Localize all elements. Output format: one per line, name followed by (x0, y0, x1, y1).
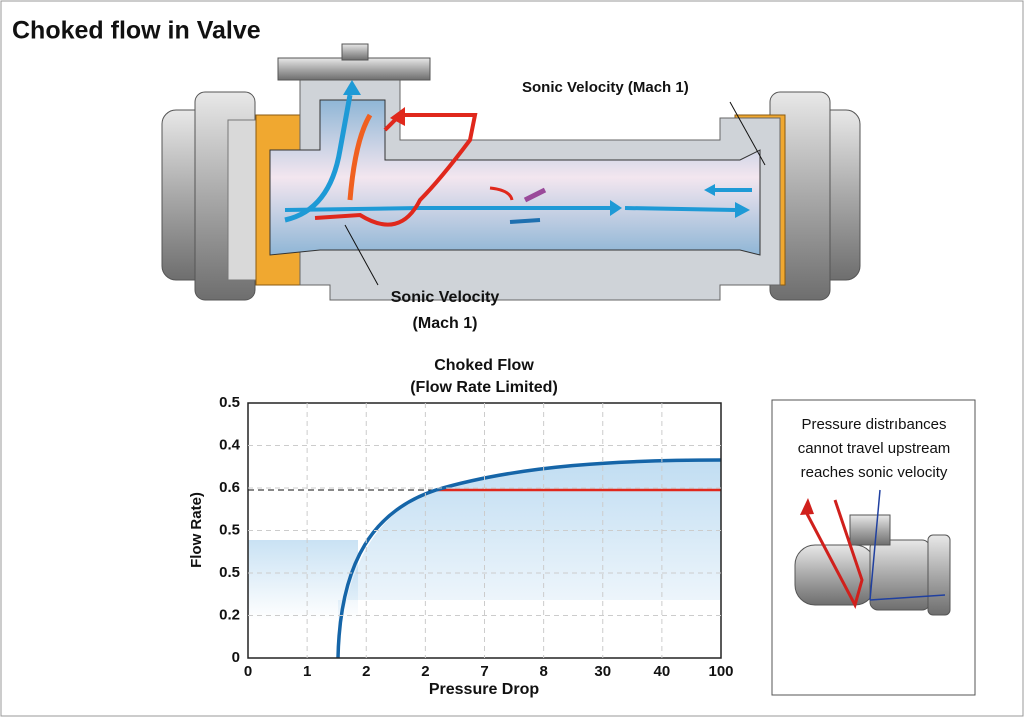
side-text: cannot travel upstream (798, 440, 951, 457)
annotation: Sonic Velocity (391, 289, 500, 306)
y-tick-label: 0.6 (219, 479, 240, 496)
y-tick-label: 0.2 (219, 606, 240, 623)
chart-title: (Flow Rate Limited) (410, 379, 558, 396)
x-tick-label: 40 (654, 663, 671, 680)
y-tick-label: 0.5 (219, 521, 240, 538)
side-text: Pressure distrıbances (801, 416, 946, 433)
side-text: reaches sonic velocity (801, 464, 948, 481)
chart: Choked Flow (Flow Rate Limited) Flow Rat… (188, 357, 734, 698)
x-tick-label: 100 (708, 663, 733, 680)
x-tick-label: 7 (480, 663, 488, 680)
x-tick-label: 30 (594, 663, 611, 680)
x-axis-label: Pressure Drop (429, 681, 539, 698)
annotation: Sonic Velocity (Mach 1) (522, 79, 689, 96)
shade (338, 460, 721, 658)
flow-curve (336, 458, 722, 659)
x-tick-label: 0 (244, 663, 252, 680)
y-tick-label: 0.5 (219, 394, 240, 411)
y-axis-label: Flow Rate) (188, 492, 205, 568)
side-panel: Pressure distrıbances cannot travel upst… (771, 399, 976, 696)
valve-diagram: Sonic Velocity (Mach 1) Sonic Velocity (… (161, 43, 861, 332)
y-tick-label: 0.4 (219, 436, 241, 453)
chart-title: Choked Flow (434, 357, 534, 374)
x-tick-label: 2 (421, 663, 429, 680)
y-tick-label: 0.5 (219, 564, 240, 581)
x-tick-label: 2 (362, 663, 370, 680)
y-tick-label: 0 (232, 649, 240, 666)
x-tick-label: 1 (303, 663, 311, 680)
annotation: (Mach 1) (413, 315, 478, 332)
x-tick-label: 8 (539, 663, 547, 680)
page-title: Choked flow in Valve (12, 17, 261, 45)
